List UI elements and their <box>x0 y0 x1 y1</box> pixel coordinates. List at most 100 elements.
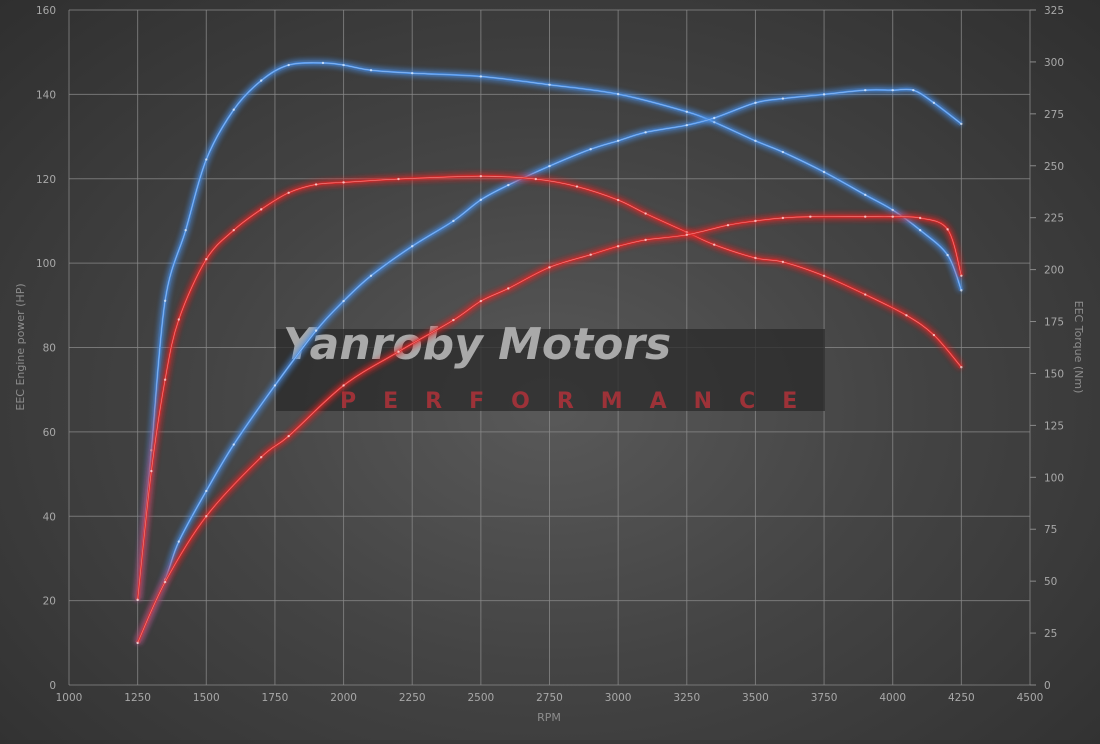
watermark-title: Yanroby Motors <box>283 319 671 370</box>
data-point <box>369 274 373 277</box>
y-left-tick-label: 60 <box>43 427 56 439</box>
grid <box>68 9 1036 686</box>
data-point <box>314 183 318 186</box>
data-point <box>685 110 688 113</box>
data-point <box>932 333 936 337</box>
y-right-tick-label: 0 <box>1044 680 1051 692</box>
data-point <box>589 148 592 151</box>
data-point <box>479 198 483 202</box>
y-right-tick-label: 225 <box>1044 213 1064 225</box>
data-point <box>781 150 785 154</box>
data-point <box>946 228 949 231</box>
data-point <box>287 63 290 67</box>
data-point <box>822 93 826 96</box>
y-right-tick-label: 175 <box>1044 317 1064 329</box>
y-right-tick-label: 75 <box>1044 524 1057 536</box>
x-tick-label: 1500 <box>193 692 220 704</box>
data-point <box>205 158 208 161</box>
y-left-tick-label: 80 <box>43 343 56 355</box>
y-right-tick-label: 150 <box>1044 368 1064 380</box>
y-right-tick-label: 50 <box>1044 576 1057 588</box>
data-point <box>644 238 647 242</box>
data-point <box>232 228 235 232</box>
data-point <box>589 253 592 256</box>
y-right-tick-label: 275 <box>1044 109 1064 121</box>
y-left-tick-label: 40 <box>43 511 56 523</box>
data-point <box>411 245 414 248</box>
data-point <box>452 318 455 322</box>
data-point <box>713 243 716 246</box>
series-line <box>136 175 963 600</box>
data-point <box>273 384 277 387</box>
y-right-tick-label: 325 <box>1044 5 1064 17</box>
x-tick-label: 2750 <box>536 692 563 704</box>
data-point <box>918 216 922 220</box>
data-point <box>905 314 908 317</box>
y-right-tick-label: 200 <box>1044 265 1064 277</box>
data-point <box>644 131 647 134</box>
data-point <box>548 266 551 269</box>
data-point <box>616 245 620 248</box>
data-point <box>864 193 867 197</box>
data-point <box>479 174 483 178</box>
data-point <box>548 164 551 168</box>
y-right-tick-label: 300 <box>1044 57 1064 69</box>
x-tick-label: 3500 <box>742 692 769 704</box>
data-point <box>912 88 915 92</box>
x-tick-label: 1000 <box>56 692 83 704</box>
data-point <box>616 92 620 96</box>
data-point <box>342 299 345 303</box>
data-point <box>864 215 867 218</box>
y-left-tick-label: 160 <box>36 5 56 17</box>
watermark-subtitle: PERFORMANCE <box>340 389 824 414</box>
x-tick-label: 1750 <box>262 692 289 704</box>
data-point <box>342 63 345 67</box>
data-point <box>177 540 181 543</box>
data-point <box>452 219 455 223</box>
x-tick-label: 2000 <box>330 692 357 704</box>
data-point <box>891 215 894 218</box>
data-point <box>342 181 345 184</box>
data-point <box>644 212 647 215</box>
x-tick-label: 4000 <box>879 692 906 704</box>
x-axis-title: RPM <box>537 711 561 724</box>
left-axis-title: EEC Engine power (HP) <box>14 283 27 410</box>
data-point <box>822 170 826 174</box>
data-point <box>781 260 785 264</box>
series-line <box>136 88 962 644</box>
data-point <box>713 120 716 124</box>
data-point <box>136 598 139 602</box>
data-point <box>184 228 187 232</box>
data-point <box>754 139 757 143</box>
data-point <box>397 177 400 181</box>
data-point <box>205 489 208 493</box>
data-point <box>479 299 483 303</box>
data-point <box>864 293 867 296</box>
series-line <box>136 61 963 600</box>
data-point <box>781 216 785 220</box>
data-point <box>960 366 963 369</box>
data-point <box>232 443 235 446</box>
data-point <box>781 97 785 100</box>
data-point <box>946 253 949 257</box>
data-point <box>548 83 551 86</box>
x-tick-label: 4250 <box>948 692 975 704</box>
data-point <box>150 469 153 473</box>
data-point <box>163 378 167 381</box>
y-right-tick-label: 100 <box>1044 472 1064 484</box>
data-point <box>177 318 181 321</box>
y-right-tick-label: 125 <box>1044 420 1064 432</box>
data-point <box>616 139 620 142</box>
data-point <box>287 191 290 194</box>
right-axis-title: EEC Torque (Nm) <box>1072 301 1085 394</box>
data-point <box>232 108 235 111</box>
data-point <box>260 79 263 82</box>
y-left-tick-label: 140 <box>36 89 56 101</box>
data-point <box>205 258 208 261</box>
data-point <box>960 289 963 292</box>
data-point <box>809 215 812 218</box>
data-point <box>960 122 963 126</box>
x-tick-label: 2250 <box>399 692 426 704</box>
watermark: Yanroby Motors PERFORMANCE <box>276 319 825 414</box>
